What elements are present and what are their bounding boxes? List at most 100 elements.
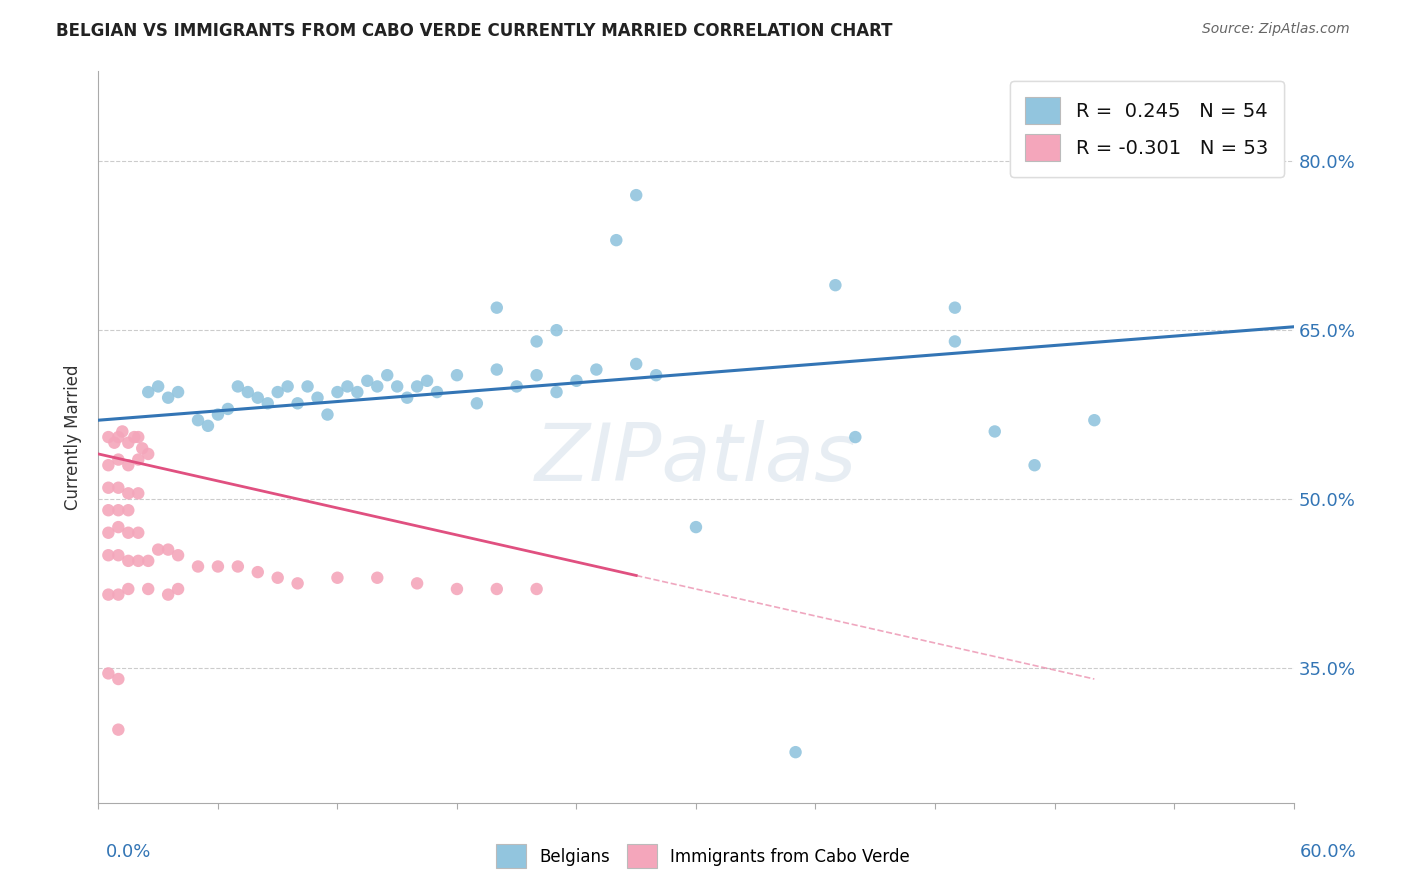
Point [546, 385, 568, 400]
Point [97, 548, 120, 562]
Point [824, 278, 846, 293]
Point [326, 571, 349, 585]
Point [117, 435, 139, 450]
Point [685, 520, 707, 534]
Point [287, 576, 309, 591]
Point [307, 391, 329, 405]
Point [167, 548, 190, 562]
Point [107, 672, 129, 686]
Point [485, 301, 508, 315]
Point [107, 723, 129, 737]
Point [136, 385, 159, 400]
Point [526, 368, 548, 383]
Point [117, 503, 139, 517]
Point [187, 559, 209, 574]
Point [136, 554, 159, 568]
Point [346, 385, 368, 400]
Text: 0.0%: 0.0% [105, 843, 150, 861]
Point [97, 588, 120, 602]
Point [256, 396, 278, 410]
Y-axis label: Currently Married: Currently Married [65, 364, 83, 510]
Point [136, 582, 159, 596]
Point [197, 418, 219, 433]
Point [107, 503, 129, 517]
Legend: Belgians, Immigrants from Cabo Verde: Belgians, Immigrants from Cabo Verde [489, 838, 917, 875]
Point [167, 582, 190, 596]
Point [111, 425, 134, 439]
Point [465, 396, 488, 410]
Point [406, 576, 429, 591]
Point [167, 385, 190, 400]
Point [546, 323, 568, 337]
Point [117, 582, 139, 596]
Point [246, 565, 269, 579]
Point [217, 401, 239, 416]
Point [426, 385, 449, 400]
Point [267, 571, 290, 585]
Point [107, 481, 129, 495]
Point [127, 554, 149, 568]
Text: ZIPatlas: ZIPatlas [534, 420, 858, 498]
Point [446, 582, 468, 596]
Point [107, 452, 129, 467]
Point [565, 374, 588, 388]
Point [1083, 413, 1105, 427]
Point [375, 368, 398, 383]
Point [148, 542, 170, 557]
Text: 60.0%: 60.0% [1301, 843, 1357, 861]
Point [526, 582, 548, 596]
Point [626, 357, 648, 371]
Point [157, 391, 180, 405]
Point [117, 458, 139, 473]
Point [97, 430, 120, 444]
Point [943, 301, 966, 315]
Point [844, 430, 866, 444]
Point [605, 233, 627, 247]
Point [316, 408, 339, 422]
Point [117, 525, 139, 540]
Point [127, 486, 149, 500]
Point [645, 368, 668, 383]
Point [785, 745, 807, 759]
Point [127, 452, 149, 467]
Point [97, 458, 120, 473]
Point [526, 334, 548, 349]
Point [446, 368, 468, 383]
Point [97, 525, 120, 540]
Point [107, 430, 129, 444]
Point [406, 379, 429, 393]
Point [506, 379, 529, 393]
Text: BELGIAN VS IMMIGRANTS FROM CABO VERDE CURRENTLY MARRIED CORRELATION CHART: BELGIAN VS IMMIGRANTS FROM CABO VERDE CU… [56, 22, 893, 40]
Point [297, 379, 319, 393]
Point [366, 379, 388, 393]
Point [1182, 154, 1205, 169]
Point [107, 588, 129, 602]
Point [267, 385, 290, 400]
Point [366, 571, 388, 585]
Point [246, 391, 269, 405]
Point [107, 548, 129, 562]
Legend: R =  0.245   N = 54, R = -0.301   N = 53: R = 0.245 N = 54, R = -0.301 N = 53 [1010, 81, 1284, 177]
Point [207, 559, 229, 574]
Point [127, 525, 149, 540]
Point [943, 334, 966, 349]
Point [485, 582, 508, 596]
Point [226, 559, 249, 574]
Point [117, 486, 139, 500]
Point [97, 503, 120, 517]
Point [127, 430, 149, 444]
Point [236, 385, 259, 400]
Point [187, 413, 209, 427]
Point [984, 425, 1007, 439]
Point [385, 379, 409, 393]
Point [226, 379, 249, 393]
Point [157, 588, 180, 602]
Point [97, 481, 120, 495]
Point [585, 362, 607, 376]
Point [336, 379, 359, 393]
Point [107, 520, 129, 534]
Point [117, 554, 139, 568]
Text: Source: ZipAtlas.com: Source: ZipAtlas.com [1202, 22, 1350, 37]
Point [416, 374, 439, 388]
Point [131, 442, 153, 456]
